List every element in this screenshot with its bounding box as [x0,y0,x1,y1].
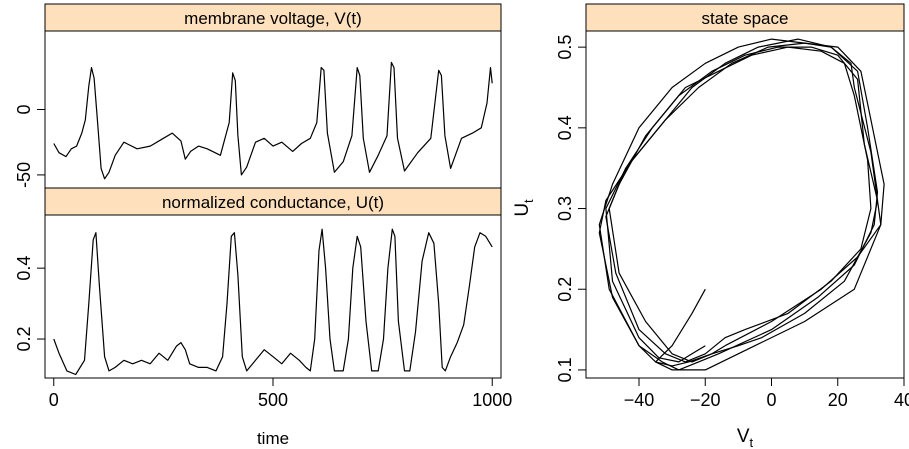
voltage-plot-frame [45,31,501,188]
state-space-loop-2 [606,47,878,362]
state-space-x-label-sub: t [750,435,754,449]
panel-voltage: membrane voltage, V(t) 0 -50 [14,4,501,188]
state-space-trajectories [599,39,884,370]
panel-state-space: state space 0.10.20.30.40.5 −40−2002040 … [512,4,909,449]
state-space-loop-3 [609,47,871,362]
x-tick-label: −20 [690,390,721,410]
state-space-y-label: Ut [512,199,536,217]
state-space-y-label-sub: t [521,199,536,203]
voltage-y-axis: 0 -50 [14,104,45,187]
x-tick-label: 0 [49,390,59,410]
voltage-title: membrane voltage, V(t) [184,9,362,28]
x-tick-label: 40 [894,390,909,410]
x-tick-label: −40 [624,390,655,410]
state-space-title: state space [702,9,789,28]
y-tick-label: 0.5 [555,35,575,60]
state-space-x-label: Vt [737,426,754,449]
time-x-axis: 0 500 1000 [49,378,512,410]
y-tick-label: 0.1 [555,357,575,382]
panel-conductance: normalized conductance, U(t) 0.2 0.4 0 500… [14,188,512,448]
voltage-trace [54,62,492,178]
x-tick-label: 20 [828,390,848,410]
x-tick-label: 1000 [472,390,512,410]
y-tick-label: 0.2 [555,277,575,302]
state-space-y-axis: 0.1 0.2 0.3 0.4 0.5 [555,35,586,383]
y-tick-label: 0 [14,104,34,114]
state-space-loop-5 [606,39,878,362]
state-space-y-label-var: U [512,203,533,217]
state-space-loop-1 [599,39,881,370]
conductance-y-axis: 0.2 0.4 [14,256,45,352]
conductance-trace [54,229,492,374]
state-space-loop-4 [599,43,884,370]
x-tick-label: 500 [258,390,288,410]
y-tick-label: 0.4 [14,256,34,281]
time-axis-label: time [257,429,289,448]
y-tick-label: 0.2 [14,327,34,352]
conductance-title: normalized conductance, U(t) [162,193,384,212]
state-space-x-axis: −40 −20 0 20 40 [624,378,909,410]
y-tick-label: -50 [14,162,34,188]
state-space-x-label-var: V [737,426,750,447]
y-tick-label: 0.3 [555,196,575,221]
x-tick-label: 0 [766,390,776,410]
y-tick-label: 0.4 [555,115,575,140]
